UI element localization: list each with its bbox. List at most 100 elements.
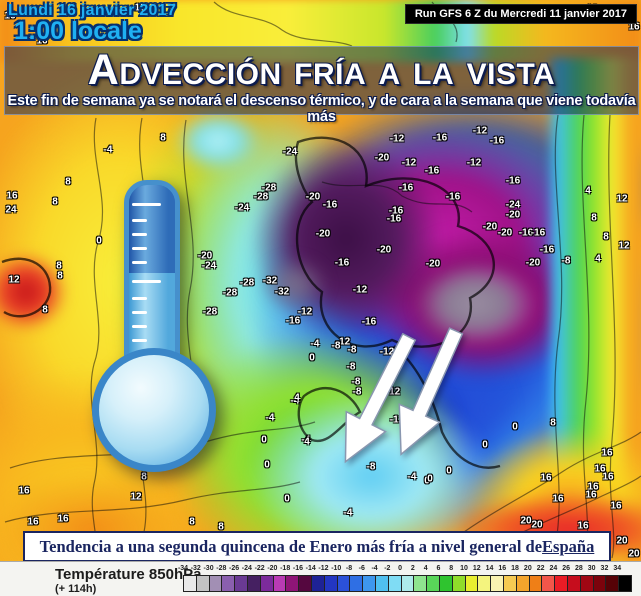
temp-label: -12 — [389, 133, 405, 145]
legend-cell — [516, 576, 530, 591]
temp-label: 8 — [189, 516, 195, 528]
temp-label: -20 — [374, 152, 390, 164]
temp-label: -12 — [297, 306, 313, 318]
temp-label: 20 — [520, 515, 532, 527]
temp-label: 16 — [577, 520, 589, 532]
temp-label: -8 — [561, 255, 571, 267]
temp-label: -32 — [274, 286, 290, 298]
legend-tick-label: 14 — [485, 565, 494, 572]
temp-label: 24 — [5, 204, 17, 216]
legend-tick-label: -10 — [331, 565, 342, 572]
temp-label: 4 — [585, 185, 591, 197]
thermometer-icon — [92, 180, 262, 472]
legend-cell — [235, 576, 248, 591]
temp-label: -24 — [282, 146, 298, 158]
temp-label: -16 — [361, 316, 377, 328]
temp-label: -28 — [253, 191, 269, 203]
temp-label: 0 — [264, 459, 270, 471]
temp-label: -12 — [335, 336, 351, 348]
title-banner: Advección fría a la vista Este fin de se… — [4, 46, 639, 125]
legend-cell — [567, 576, 581, 591]
legend-tick-label: 16 — [498, 565, 507, 572]
legend-cell — [247, 576, 261, 591]
thermometer-tick — [132, 339, 147, 342]
legend-tick-label: -18 — [280, 565, 291, 572]
legend-cell — [593, 576, 607, 591]
temp-label: -16 — [388, 205, 404, 217]
temp-label: -8 — [347, 344, 357, 356]
legend-tick-label: -24 — [241, 565, 252, 572]
legend-tick-label: -4 — [371, 565, 378, 572]
legend-tick-label: -16 — [292, 565, 303, 572]
legend-tick-label: -26 — [229, 565, 240, 572]
temp-label: -20 — [315, 228, 331, 240]
legend-cell — [606, 576, 620, 591]
temp-label: -32 — [262, 275, 278, 287]
temp-label: 0 — [261, 434, 267, 446]
temp-label: -8 — [331, 340, 341, 352]
temp-label: 0 — [309, 352, 315, 364]
temp-label: -4 — [301, 434, 311, 446]
thermometer-tick — [132, 203, 161, 206]
legend-tick-label: 10 — [460, 565, 468, 572]
legend-tick-label: 30 — [587, 565, 596, 572]
temp-label: -24 — [505, 199, 521, 211]
temp-label: 16 — [36, 35, 48, 47]
legend-tick-label: -12 — [318, 565, 329, 572]
legend-cell — [478, 576, 492, 591]
temp-label: 16 — [540, 472, 552, 484]
temp-label: 4 — [294, 392, 300, 404]
date-text: Lundi 16 janvier 2017 — [8, 2, 177, 19]
temp-label: 16 — [134, 2, 146, 14]
temp-label: -24 — [201, 260, 217, 272]
temp-label: -8 — [346, 361, 356, 373]
legend-cell — [503, 576, 517, 591]
legend-tick-label: -2 — [384, 565, 391, 572]
legend-cell — [260, 576, 274, 591]
legend-cell — [555, 576, 568, 591]
temp-label: -12 — [379, 346, 395, 358]
temp-label: 8 — [603, 231, 609, 243]
thermometer-bulb — [92, 348, 216, 472]
temp-label: 12 — [130, 491, 142, 503]
temp-label: -12 — [385, 386, 401, 398]
legend-tick-label: -8 — [345, 565, 353, 572]
temp-label: -8 — [351, 376, 361, 388]
temp-label: -16 — [505, 175, 521, 187]
temp-label: -16 — [386, 213, 402, 225]
legend-cell — [184, 576, 197, 591]
temp-label: 8 — [56, 260, 62, 272]
temp-label: 0 — [446, 465, 452, 477]
legend-tick-label: -30 — [203, 565, 214, 572]
legend-cell — [209, 576, 223, 591]
temp-label: -16 — [398, 182, 414, 194]
temp-label: 16 — [552, 493, 564, 505]
thermometer-tick — [132, 219, 147, 222]
page-title: Advección fría a la vista — [87, 46, 556, 94]
temp-label: -16 — [445, 191, 461, 203]
temp-label: -12 — [466, 157, 482, 169]
legend-tick-label: -28 — [216, 565, 227, 572]
legend-ticks: -34 -32 -30 -28 -26 -24 -22 -20 -18 -16 -14 -12 -10-… — [178, 565, 630, 573]
local-time-text: 1:00 locale — [14, 17, 142, 46]
thermometer-tick — [132, 280, 161, 283]
date-block: Lundi 16 janvier 2017 1:00 locale — [8, 2, 177, 46]
legend-cell — [427, 576, 440, 591]
legend-cell — [414, 576, 428, 591]
legend-tick-label: 8 — [449, 565, 454, 572]
legend-tick-label: -20 — [267, 565, 278, 572]
temp-label: -12 — [352, 284, 368, 296]
temp-label: 8 — [52, 196, 58, 208]
legend-tick-label: 0 — [398, 565, 403, 572]
temp-label: -16 — [489, 135, 505, 147]
temp-label: -20 — [497, 227, 513, 239]
temp-label: 12 — [618, 240, 630, 252]
legend-tick-label: 34 — [613, 565, 622, 572]
temp-label: -4 — [103, 144, 113, 156]
temp-label: 16 — [628, 21, 640, 33]
legend-cell — [529, 576, 543, 591]
legend-tick-label: 18 — [511, 565, 519, 572]
legend-tick-label: 28 — [575, 565, 583, 572]
temp-label: 8 — [591, 212, 597, 224]
